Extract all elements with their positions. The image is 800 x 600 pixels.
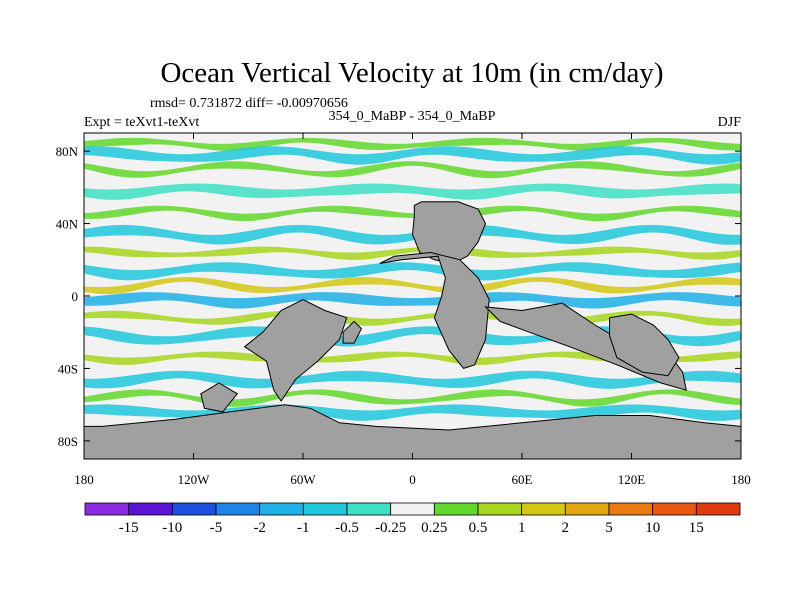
colorbar-label: 10 (645, 520, 660, 536)
colorbar-swatch (128, 502, 173, 516)
colorbar-label: -15 (119, 520, 139, 536)
colorbar-label: 0.25 (421, 520, 447, 536)
colorbar-label: -2 (253, 520, 266, 536)
velocity-band-15 (84, 404, 741, 421)
velocity-band-12 (84, 351, 741, 366)
colorbar-label: -1 (297, 520, 310, 536)
x-axis: 180 120W 60W 0 60E 120E 180 (74, 133, 751, 487)
land-eurasia-north (411, 201, 487, 264)
land-mask (84, 201, 741, 459)
colorbar-swatch (259, 502, 304, 516)
colorbar-swatch (521, 502, 566, 516)
velocity-band-2 (84, 161, 741, 179)
colorbar-label: 15 (689, 520, 704, 536)
colorbar-swatch (477, 502, 523, 516)
velocity-band-3 (84, 183, 741, 200)
colorbar-label: 5 (605, 520, 613, 536)
x-tick-label: 60W (290, 472, 316, 487)
colorbar-label: 2 (562, 520, 570, 536)
y-tick-label: 40S (58, 361, 78, 376)
colorbar-swatch (695, 502, 741, 516)
colorbar-swatch (84, 502, 130, 516)
velocity-band-6 (84, 246, 741, 260)
colorbar-label: -0.5 (335, 520, 359, 536)
colorbar-swatch (215, 502, 261, 516)
left-label: Expt = teXvt1-teXvt (84, 115, 199, 130)
colorbar-swatch (171, 502, 217, 516)
y-tick-label: 40N (56, 217, 79, 232)
stats-text: rmsd= 0.731872 diff= -0.00970656 (150, 96, 348, 111)
colorbar-label: 1 (518, 520, 526, 536)
y-axis: 80N 40N 0 40S 80S (56, 144, 741, 449)
season-label: DJF (718, 115, 742, 130)
land-australia (609, 313, 680, 377)
velocity-band-8 (84, 277, 741, 295)
colorbar-swatch (433, 502, 479, 516)
colorbar-label: 0.5 (469, 520, 488, 536)
velocity-band-1 (84, 146, 741, 165)
velocity-band-7 (84, 262, 741, 281)
velocity-band-13 (84, 370, 741, 389)
land-mid-island-b (200, 382, 239, 413)
land-antarctica (84, 404, 741, 459)
colorbar-label: -10 (162, 520, 182, 536)
y-tick-label: 0 (72, 289, 79, 304)
colorbar-swatch (390, 502, 435, 516)
plot-area (83, 132, 742, 460)
colorbar-swatch (346, 502, 392, 516)
y-tick-label: 80S (58, 434, 78, 449)
x-tick-label: 0 (409, 472, 416, 487)
x-tick-label: 180 (74, 472, 94, 487)
colorbar-label: -0.25 (375, 520, 406, 536)
x-tick-label: 60E (512, 472, 533, 487)
velocity-band-14 (84, 389, 741, 407)
land-africa (379, 251, 490, 369)
land-south-america (243, 299, 348, 402)
colorbar-label: -5 (210, 520, 223, 536)
colorbar-swatch (652, 502, 697, 516)
center-label: 354_0_MaBP - 354_0_MaBP (329, 109, 496, 124)
x-tick-label: 180 (731, 472, 751, 487)
colorbar-swatch (608, 502, 654, 516)
colorbar: -15 -10 -5 -2 -1 -0.5 -0.25 0.25 0.5 1 2 5 10 15 (84, 502, 741, 536)
land-mid-island-a (342, 320, 363, 344)
chart-title: Ocean Vertical Velocity at 10m (in cm/da… (160, 57, 663, 89)
colorbar-swatch (302, 502, 348, 516)
x-tick-label: 120E (618, 472, 646, 487)
y-tick-label: 80N (56, 144, 79, 159)
velocity-band-4 (84, 205, 741, 222)
colorbar-swatch (564, 502, 610, 516)
velocity-band-9 (84, 292, 741, 309)
x-tick-label: 120W (178, 472, 211, 487)
